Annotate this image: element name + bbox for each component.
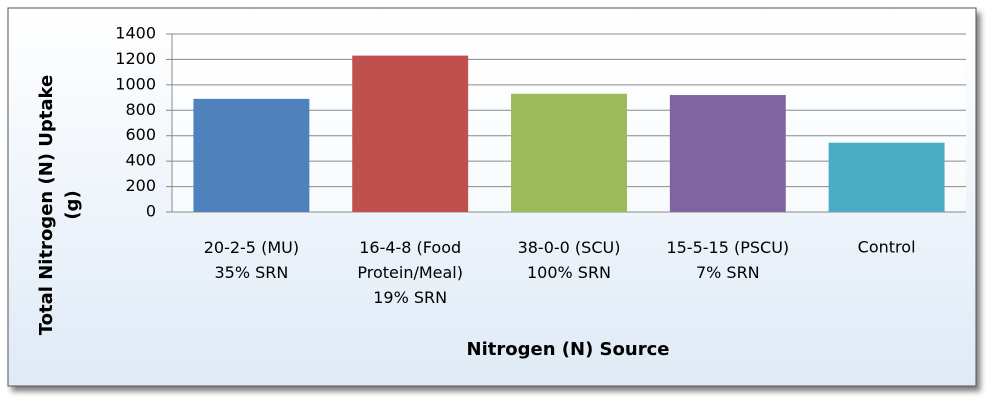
y-tick-label: 400 <box>125 151 156 170</box>
bar <box>669 95 786 212</box>
y-tick-label: 600 <box>125 125 156 144</box>
x-tick-label: 15-5-15 (PSCU) 7% SRN <box>666 238 789 282</box>
y-tick-label: 1000 <box>115 74 156 93</box>
y-tick-label: 1400 <box>115 24 156 43</box>
x-tick-label: Control <box>858 238 916 257</box>
bar <box>828 142 945 212</box>
y-tick-label: 0 <box>146 202 156 221</box>
x-tick-label: 16-4-8 (Food Protein/Meal) 19% SRN <box>357 238 463 307</box>
x-axis-label: Nitrogen (N) Source <box>467 339 670 360</box>
y-tick-label: 1200 <box>115 49 156 68</box>
y-tick-label: 800 <box>125 100 156 119</box>
bar <box>352 55 469 212</box>
bar <box>511 93 627 212</box>
y-axis-label: Total Nitrogen (N) Uptake (g) <box>36 75 83 335</box>
x-tick-label: 20-2-5 (MU) 35% SRN <box>204 238 299 282</box>
bar <box>193 98 310 212</box>
y-tick-label: 200 <box>125 176 156 195</box>
x-tick-label: 38-0-0 (SCU) 100% SRN <box>518 238 621 282</box>
